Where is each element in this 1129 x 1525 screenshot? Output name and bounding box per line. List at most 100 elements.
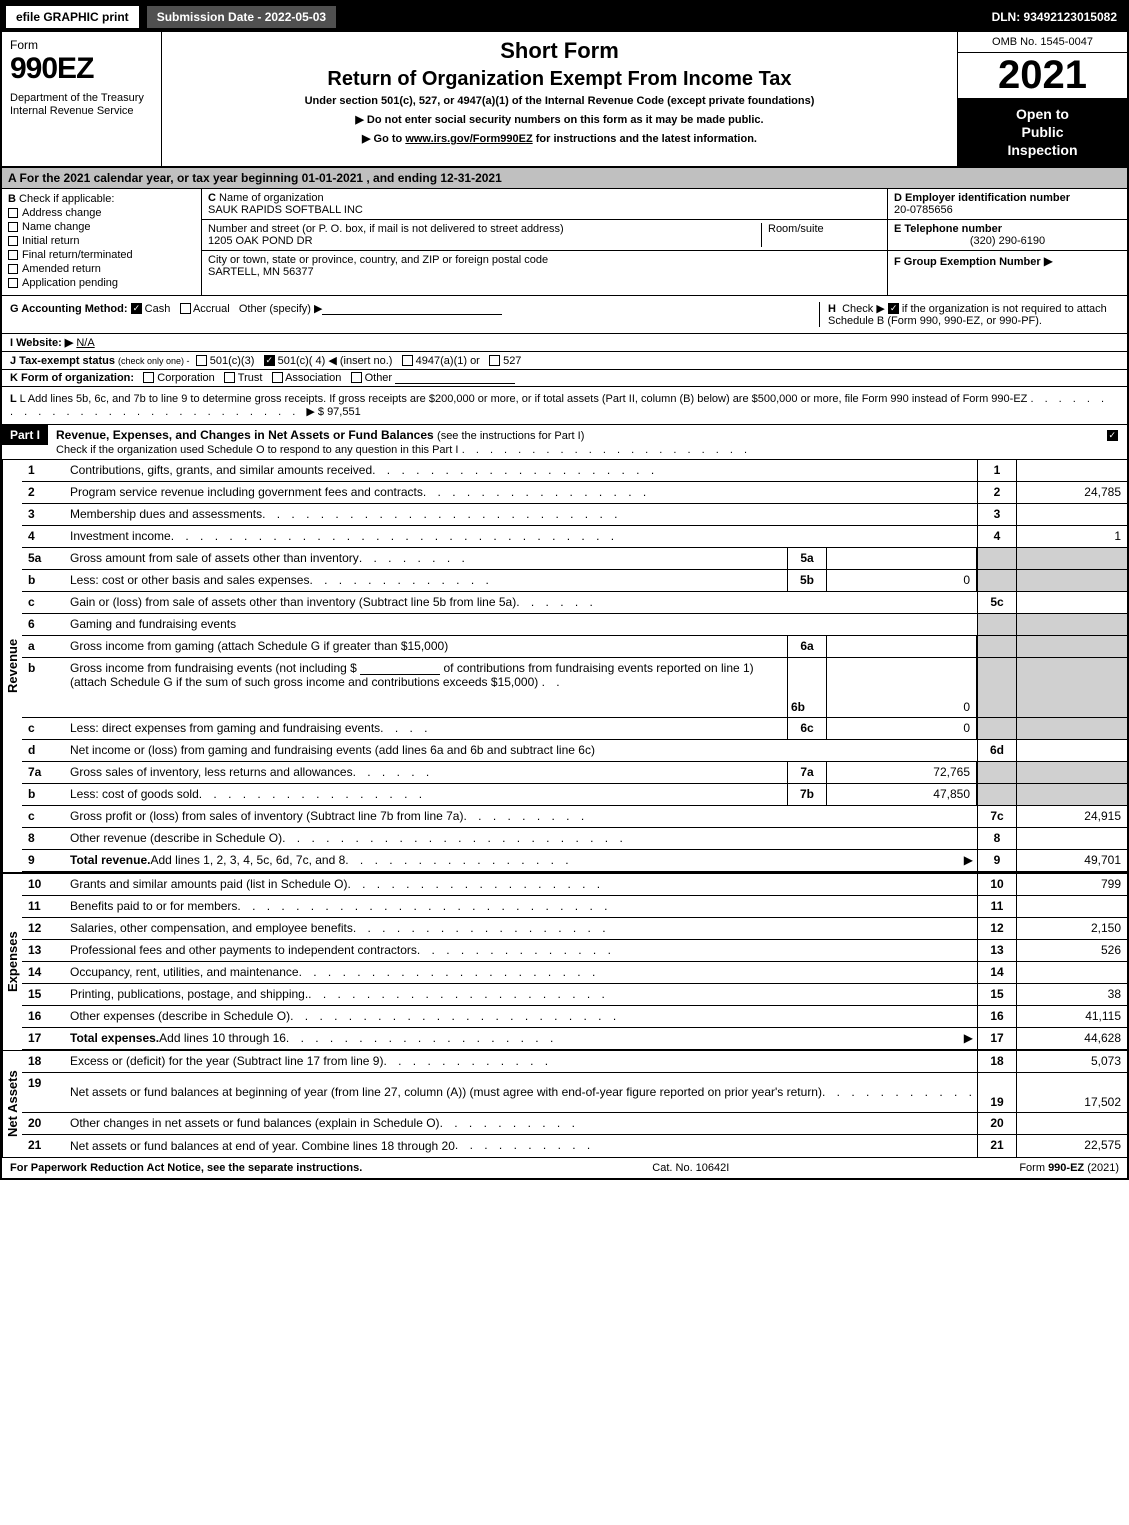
line-6b-mn: 6b bbox=[787, 658, 827, 717]
line-15-rv: 38 bbox=[1017, 984, 1127, 1005]
line-5c: c Gain or (loss) from sale of assets oth… bbox=[22, 592, 1127, 614]
open-line-2: Public bbox=[962, 123, 1123, 141]
line-4-rn: 4 bbox=[977, 526, 1017, 547]
other-org-input[interactable] bbox=[395, 372, 515, 384]
corporation-checkbox[interactable] bbox=[143, 372, 154, 383]
h-label: H bbox=[828, 303, 836, 315]
line-2: 2 Program service revenue including gove… bbox=[22, 482, 1127, 504]
trust-label: Trust bbox=[238, 372, 263, 384]
line-10-rn: 10 bbox=[977, 874, 1017, 895]
line-13-rv: 526 bbox=[1017, 940, 1127, 961]
l-arrow: ▶ $ bbox=[306, 406, 324, 418]
line-3: 3 Membership dues and assessments . . . … bbox=[22, 504, 1127, 526]
other-org-checkbox[interactable] bbox=[351, 372, 362, 383]
line-1-num: 1 bbox=[22, 460, 66, 481]
line-9: 9 Total revenue. Add lines 1, 2, 3, 4, 5… bbox=[22, 850, 1127, 872]
final-return-checkbox[interactable] bbox=[8, 250, 18, 260]
other-specify-input[interactable] bbox=[322, 303, 502, 315]
line-3-desc: Membership dues and assessments bbox=[70, 507, 262, 521]
line-11-num: 11 bbox=[22, 896, 66, 917]
section-def: D Employer identification number 20-0785… bbox=[887, 189, 1127, 295]
line-7b-mv: 47,850 bbox=[827, 784, 977, 805]
phone-value: (320) 290-6190 bbox=[894, 235, 1121, 247]
association-checkbox[interactable] bbox=[272, 372, 283, 383]
cash-label: Cash bbox=[145, 303, 171, 315]
accrual-checkbox[interactable] bbox=[180, 303, 191, 314]
form-id-column: Form 990EZ Department of the Treasury In… bbox=[2, 32, 162, 166]
gross-receipts-value: 97,551 bbox=[327, 406, 361, 418]
initial-return-checkbox[interactable] bbox=[8, 236, 18, 246]
k-label: K Form of organization: bbox=[10, 372, 134, 384]
line-10-num: 10 bbox=[22, 874, 66, 895]
line-5b-mn: 5b bbox=[787, 570, 827, 591]
line-9-desc: Add lines 1, 2, 3, 4, 5c, 6d, 7c, and 8 bbox=[150, 853, 345, 867]
footer-mid: Cat. No. 10642I bbox=[652, 1162, 729, 1174]
address-change-label: Address change bbox=[22, 207, 102, 219]
j-row: J Tax-exempt status (check only one) - 5… bbox=[2, 352, 1127, 370]
line-4: 4 Investment income . . . . . . . . . . … bbox=[22, 526, 1127, 548]
subtitle-2b: ▶ Go to www.irs.gov/Form990EZ for instru… bbox=[170, 132, 949, 145]
line-12-rv: 2,150 bbox=[1017, 918, 1127, 939]
line-7b-rv-shade bbox=[1017, 784, 1127, 805]
line-12-rn: 12 bbox=[977, 918, 1017, 939]
line-21-desc: Net assets or fund balances at end of ye… bbox=[70, 1139, 455, 1153]
line-6b-blank[interactable] bbox=[360, 663, 440, 675]
open-to-public-box: Open to Public Inspection bbox=[958, 99, 1127, 166]
line-20-desc: Other changes in net assets or fund bala… bbox=[70, 1116, 440, 1130]
footer-right: Form 990-EZ (2021) bbox=[1019, 1162, 1119, 1174]
line-7b-rn-shade bbox=[977, 784, 1017, 805]
501c-checkbox[interactable] bbox=[264, 355, 275, 366]
application-pending-checkbox[interactable] bbox=[8, 278, 18, 288]
part-1-title: Revenue, Expenses, and Changes in Net As… bbox=[48, 425, 1097, 459]
amended-return-checkbox[interactable] bbox=[8, 264, 18, 274]
line-6d-num: d bbox=[22, 740, 66, 761]
name-change-checkbox[interactable] bbox=[8, 222, 18, 232]
line-8: 8 Other revenue (describe in Schedule O)… bbox=[22, 828, 1127, 850]
line-19-num: 19 bbox=[22, 1073, 66, 1112]
subtitle: Under section 501(c), 527, or 4947(a)(1)… bbox=[170, 95, 949, 107]
line-5c-desc: Gain or (loss) from sale of assets other… bbox=[70, 595, 516, 609]
trust-checkbox[interactable] bbox=[224, 372, 235, 383]
irs-link[interactable]: www.irs.gov/Form990EZ bbox=[405, 133, 532, 145]
line-20: 20 Other changes in net assets or fund b… bbox=[22, 1113, 1127, 1135]
part1-schedule-o-checkbox[interactable] bbox=[1107, 430, 1118, 441]
line-7a-rn-shade bbox=[977, 762, 1017, 783]
line-5a-rn-shade bbox=[977, 548, 1017, 569]
line-4-num: 4 bbox=[22, 526, 66, 547]
line-6b-num: b bbox=[22, 658, 66, 717]
cash-checkbox[interactable] bbox=[131, 303, 142, 314]
section-c: C Name of organization SAUK RAPIDS SOFTB… bbox=[202, 189, 887, 295]
line-7b-desc: Less: cost of goods sold bbox=[70, 787, 199, 801]
line-7c-rv: 24,915 bbox=[1017, 806, 1127, 827]
line-5b-num: b bbox=[22, 570, 66, 591]
527-checkbox[interactable] bbox=[489, 355, 500, 366]
c-label: C bbox=[208, 192, 216, 204]
h-checkbox[interactable] bbox=[888, 303, 899, 314]
c-text: Name of organization bbox=[219, 192, 324, 204]
501c3-checkbox[interactable] bbox=[196, 355, 207, 366]
part-1-title-main: Revenue, Expenses, and Changes in Net As… bbox=[56, 428, 434, 442]
line-17-rv: 44,628 bbox=[1017, 1028, 1127, 1049]
right-column: OMB No. 1545-0047 2021 Open to Public In… bbox=[957, 32, 1127, 166]
efile-print-button[interactable]: efile GRAPHIC print bbox=[4, 4, 141, 30]
submission-date-button[interactable]: Submission Date - 2022-05-03 bbox=[145, 4, 338, 30]
line-14-rn: 14 bbox=[977, 962, 1017, 983]
line-6d: d Net income or (loss) from gaming and f… bbox=[22, 740, 1127, 762]
org-name: SAUK RAPIDS SOFTBALL INC bbox=[208, 204, 881, 216]
line-6d-rv bbox=[1017, 740, 1127, 761]
line-11-rn: 11 bbox=[977, 896, 1017, 917]
f-label: F Group Exemption Number bbox=[894, 256, 1041, 268]
4947-checkbox[interactable] bbox=[402, 355, 413, 366]
line-9-arrow-icon: ▶ bbox=[964, 853, 973, 867]
line-6b: b Gross income from fundraising events (… bbox=[22, 658, 1127, 718]
line-6b-mv: 0 bbox=[827, 658, 977, 717]
line-6a: a Gross income from gaming (attach Sched… bbox=[22, 636, 1127, 658]
line-5b-desc: Less: cost or other basis and sales expe… bbox=[70, 573, 309, 587]
line-19-rv: 17,502 bbox=[1017, 1073, 1127, 1112]
line-6-rn-shade bbox=[977, 614, 1017, 635]
line-10-desc: Grants and similar amounts paid (list in… bbox=[70, 877, 347, 891]
line-18-num: 18 bbox=[22, 1051, 66, 1072]
address-change-checkbox[interactable] bbox=[8, 208, 18, 218]
k-row: K Form of organization: Corporation Trus… bbox=[2, 370, 1127, 387]
line-8-num: 8 bbox=[22, 828, 66, 849]
